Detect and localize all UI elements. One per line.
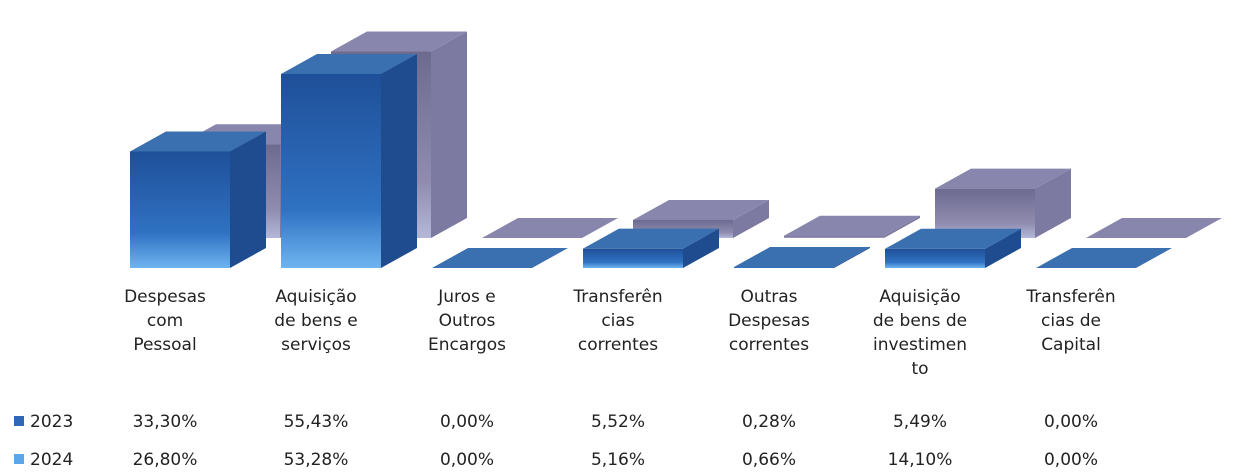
bar-side (834, 247, 870, 268)
bar (281, 53, 417, 269)
data-label: 14,10% (888, 450, 953, 470)
bar-side (985, 228, 1021, 268)
bar (784, 215, 920, 238)
data-label: 5,52% (591, 412, 645, 432)
data-label: 55,43% (284, 412, 349, 432)
bar (1036, 248, 1172, 268)
bar (1086, 218, 1222, 238)
category-label: Juros e Outros Encargos (428, 287, 506, 355)
data-label: 0,00% (1044, 412, 1098, 432)
bar-top (784, 215, 920, 236)
legend-swatch (14, 416, 24, 426)
bar-front (734, 267, 834, 268)
category-label: Outras Despesas correntes (728, 287, 810, 355)
bar-side (230, 131, 266, 268)
legend-swatch (14, 454, 24, 464)
data-label: 0,00% (1044, 450, 1098, 470)
legend-label: 2023 (30, 412, 73, 432)
bar-top (1086, 218, 1222, 238)
data-label: 33,30% (133, 412, 198, 432)
data-label: 0,66% (742, 450, 796, 470)
bar-top (432, 248, 568, 268)
bar-top (734, 247, 870, 268)
bar (935, 168, 1071, 238)
bar (885, 228, 1021, 268)
bar (734, 247, 870, 268)
legend-label: 2024 (30, 450, 73, 470)
category-label: Aquisição de bens de investimen to (873, 287, 967, 379)
data-label: 26,80% (133, 450, 198, 470)
bar-top (482, 218, 618, 238)
bar-top (583, 228, 719, 249)
bar-front (784, 235, 884, 238)
bar-side (431, 31, 467, 238)
bar (432, 248, 568, 268)
bar-side (884, 215, 920, 238)
bar-top (633, 199, 769, 220)
data-label: 5,49% (893, 412, 947, 432)
bar-top (935, 168, 1071, 189)
data-label: 0,28% (742, 412, 796, 432)
bar-front (583, 248, 683, 268)
category-label: Transferên cias de Capital (1025, 287, 1115, 355)
bar-side (733, 199, 769, 238)
bar-top (130, 131, 266, 152)
bar-top (1036, 248, 1172, 268)
category-label: Aquisição de bens e serviços (274, 287, 357, 355)
bar-front (885, 248, 985, 268)
category-label: Despesas com Pessoal (124, 287, 206, 355)
data-label: 53,28% (284, 450, 349, 470)
bar-top (331, 31, 467, 52)
bar-front (130, 151, 230, 268)
data-label: 0,00% (440, 412, 494, 432)
bar (482, 218, 618, 238)
bar-side (381, 53, 417, 269)
category-label: Transferên cias correntes (572, 287, 662, 355)
data-label: 5,16% (591, 450, 645, 470)
data-label: 0,00% (440, 450, 494, 470)
bar-top (885, 228, 1021, 249)
bar (583, 228, 719, 268)
bar-front (281, 73, 381, 269)
bar-side (683, 228, 719, 268)
bar (130, 131, 266, 268)
bar-top (281, 53, 417, 74)
bar-side (1035, 168, 1071, 238)
